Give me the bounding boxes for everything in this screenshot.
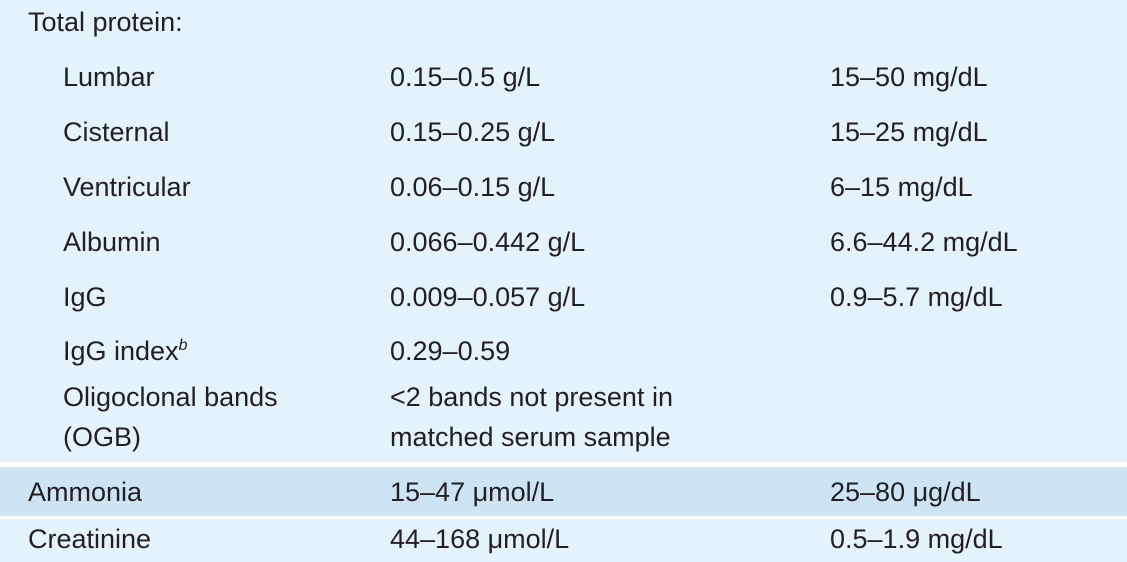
- si-value: 15–47 μmol/L: [390, 477, 555, 507]
- row-band: [0, 467, 1127, 516]
- row-label: Albumin: [63, 227, 161, 257]
- row-label: Creatinine: [28, 524, 152, 554]
- si-value: 0.066–0.442 g/L: [390, 227, 586, 257]
- row-label: Ammonia: [28, 477, 143, 507]
- si-value: 0.29–0.59: [390, 336, 511, 366]
- row-label: Lumbar: [63, 62, 155, 92]
- si-value: 44–168 μmol/L: [390, 524, 570, 554]
- row-label: Total protein:: [28, 7, 183, 37]
- conventional-value: 0.9–5.7 mg/dL: [830, 282, 1003, 312]
- conventional-value: 15–25 mg/dL: [830, 117, 988, 147]
- si-value: <2 bands not present in matched serum sa…: [390, 382, 673, 452]
- row-label: IgG indexb: [63, 336, 188, 366]
- conventional-value: 25–80 μg/dL: [830, 477, 981, 507]
- si-value: 0.15–0.25 g/L: [390, 117, 556, 147]
- row-band: [0, 0, 1127, 462]
- row-label: Ventricular: [63, 172, 191, 202]
- row-label: Oligoclonal bands (OGB): [63, 382, 278, 452]
- conventional-value: 6–15 mg/dL: [830, 172, 973, 202]
- footnote-marker: b: [178, 337, 188, 354]
- conventional-value: 15–50 mg/dL: [830, 62, 988, 92]
- si-value: 0.15–0.5 g/L: [390, 62, 541, 92]
- row-band: [0, 519, 1127, 562]
- si-value: 0.06–0.15 g/L: [390, 172, 556, 202]
- row-label: IgG: [63, 282, 107, 312]
- row-label: Cisternal: [63, 117, 170, 147]
- conventional-value: 6.6–44.2 mg/dL: [830, 227, 1018, 257]
- si-value: 0.009–0.057 g/L: [390, 282, 586, 312]
- conventional-value: 0.5–1.9 mg/dL: [830, 524, 1003, 554]
